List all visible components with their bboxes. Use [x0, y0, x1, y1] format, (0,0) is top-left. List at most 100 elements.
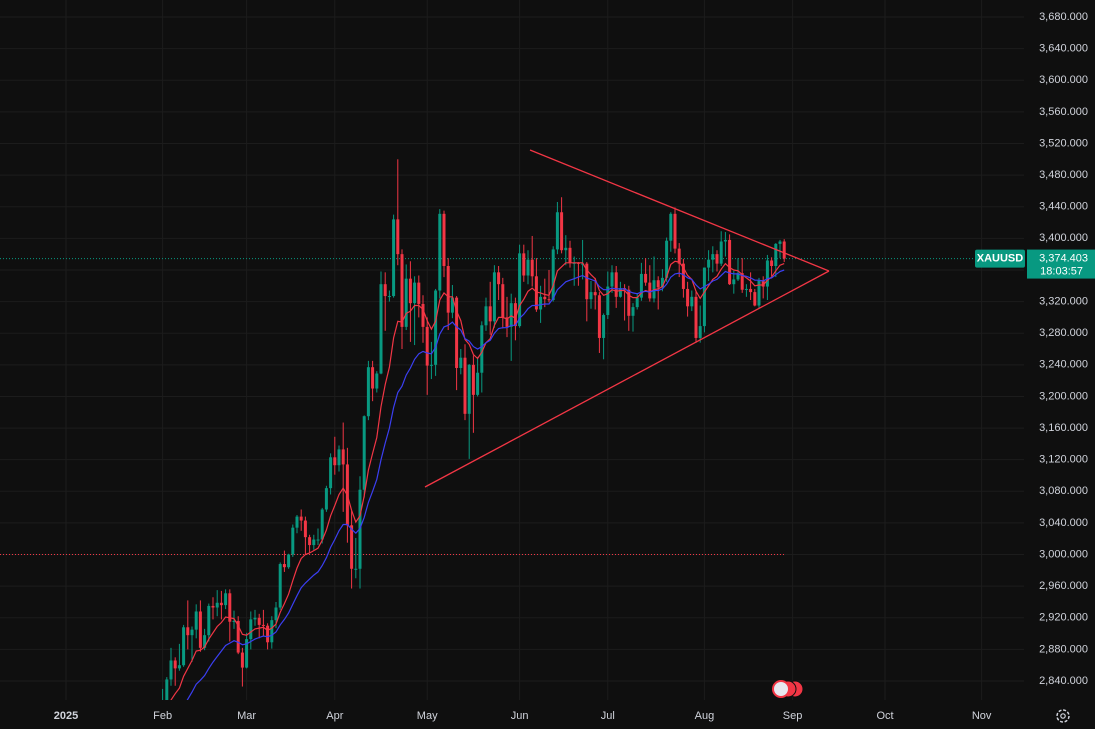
- y-tick-label: 3,240.000: [1039, 359, 1088, 371]
- candle-body: [547, 299, 551, 301]
- x-tick-label: Apr: [326, 710, 343, 722]
- candle-body: [564, 247, 568, 251]
- candle-body: [383, 284, 387, 297]
- candle-body: [782, 241, 786, 259]
- candle-body: [677, 248, 681, 264]
- candle-body: [266, 625, 270, 643]
- candle-body: [518, 253, 522, 327]
- candle-body: [375, 373, 379, 389]
- y-tick-label: 3,120.000: [1039, 454, 1088, 466]
- candle-body: [744, 288, 748, 290]
- lower-trendline: [424, 270, 830, 488]
- candle-body: [480, 325, 484, 373]
- candle-body: [379, 284, 383, 374]
- countdown-label: 18:03:57: [1040, 265, 1083, 277]
- candle-body: [665, 240, 669, 278]
- event-icon[interactable]: [772, 680, 790, 698]
- candle-body: [770, 260, 774, 267]
- x-tick-label: Sep: [783, 710, 803, 722]
- candle-body: [471, 364, 475, 395]
- y-tick-label: 3,520.000: [1039, 137, 1088, 149]
- y-tick-label: 3,680.000: [1039, 11, 1088, 23]
- candle-body: [728, 239, 732, 285]
- candle-body: [232, 620, 236, 622]
- candle-body: [501, 284, 505, 318]
- candle-body: [715, 254, 719, 264]
- candle-body: [644, 273, 648, 283]
- grid: [0, 0, 1024, 700]
- candle-body: [509, 303, 513, 327]
- candle-body: [736, 273, 740, 280]
- x-tick-label: Aug: [695, 710, 715, 722]
- candle-body: [719, 241, 723, 264]
- candle-body: [740, 273, 744, 290]
- candle-body: [589, 292, 593, 300]
- settings-button[interactable]: [1056, 709, 1070, 723]
- settings-gear-center: [1060, 713, 1066, 719]
- candle-body: [686, 288, 690, 307]
- candle-body: [228, 593, 232, 622]
- candle-body: [778, 241, 782, 244]
- candle-body: [295, 516, 299, 528]
- x-tick-label: Mar: [237, 710, 256, 722]
- candle-body: [350, 525, 354, 569]
- candle-body: [434, 290, 438, 365]
- candle-body: [455, 297, 459, 368]
- candle-body: [417, 282, 421, 304]
- settings-gear[interactable]: [1056, 709, 1070, 723]
- y-tick-label: 3,480.000: [1039, 169, 1088, 181]
- candle-body: [593, 292, 597, 296]
- candle-body: [425, 326, 429, 366]
- candle-body: [337, 449, 341, 466]
- candle-body: [198, 611, 202, 648]
- candle-body: [463, 357, 467, 414]
- symbol-tag: [975, 249, 1025, 268]
- candle-body: [400, 254, 404, 327]
- candle-body: [610, 272, 614, 287]
- x-tick-label: Jun: [511, 710, 529, 722]
- candle-body: [282, 564, 286, 568]
- candle-body: [450, 297, 454, 313]
- candle-body: [761, 280, 765, 287]
- candle-body: [320, 509, 324, 540]
- candle-body: [757, 280, 761, 306]
- candle-body: [467, 364, 471, 414]
- candle-body: [543, 296, 547, 300]
- candle-body: [291, 527, 295, 555]
- candle-body: [492, 272, 496, 322]
- candle-body: [694, 296, 698, 338]
- candle-body: [249, 619, 253, 640]
- candle-body: [723, 239, 727, 242]
- y-tick-label: 3,000.000: [1039, 548, 1088, 560]
- candle-body: [177, 665, 181, 669]
- candle-body: [639, 273, 643, 298]
- candle-body: [182, 627, 186, 666]
- candle-body: [476, 372, 480, 395]
- candle-body: [681, 263, 685, 289]
- axes: 2,840.000 2,880.000 2,920.000 2,960.000 3,00…: [54, 11, 1095, 722]
- candle-body: [551, 249, 555, 300]
- candle-body: [240, 652, 244, 668]
- y-tick-label: 3,320.000: [1039, 295, 1088, 307]
- y-tick-label: 2,880.000: [1039, 643, 1088, 655]
- candle-body: [396, 219, 400, 255]
- candle-body: [261, 624, 265, 626]
- y-tick-label: 3,560.000: [1039, 106, 1088, 118]
- candle-body: [711, 254, 715, 260]
- y-tick-label: 3,160.000: [1039, 422, 1088, 434]
- symbol-label: XAUUSD: [977, 252, 1024, 264]
- candle-body: [698, 326, 702, 338]
- candle-body: [522, 253, 526, 276]
- candle-body: [392, 219, 396, 297]
- candle-body: [585, 263, 589, 300]
- y-tick-label: 3,200.000: [1039, 390, 1088, 402]
- candle-body: [413, 282, 417, 304]
- candle-body: [459, 357, 463, 368]
- candle-body: [631, 307, 635, 316]
- candle-body: [774, 243, 778, 267]
- candle-body: [505, 317, 509, 327]
- candle-body: [660, 277, 664, 288]
- y-tick-label: 2,840.000: [1039, 675, 1088, 687]
- x-tick-label: 2025: [54, 710, 78, 722]
